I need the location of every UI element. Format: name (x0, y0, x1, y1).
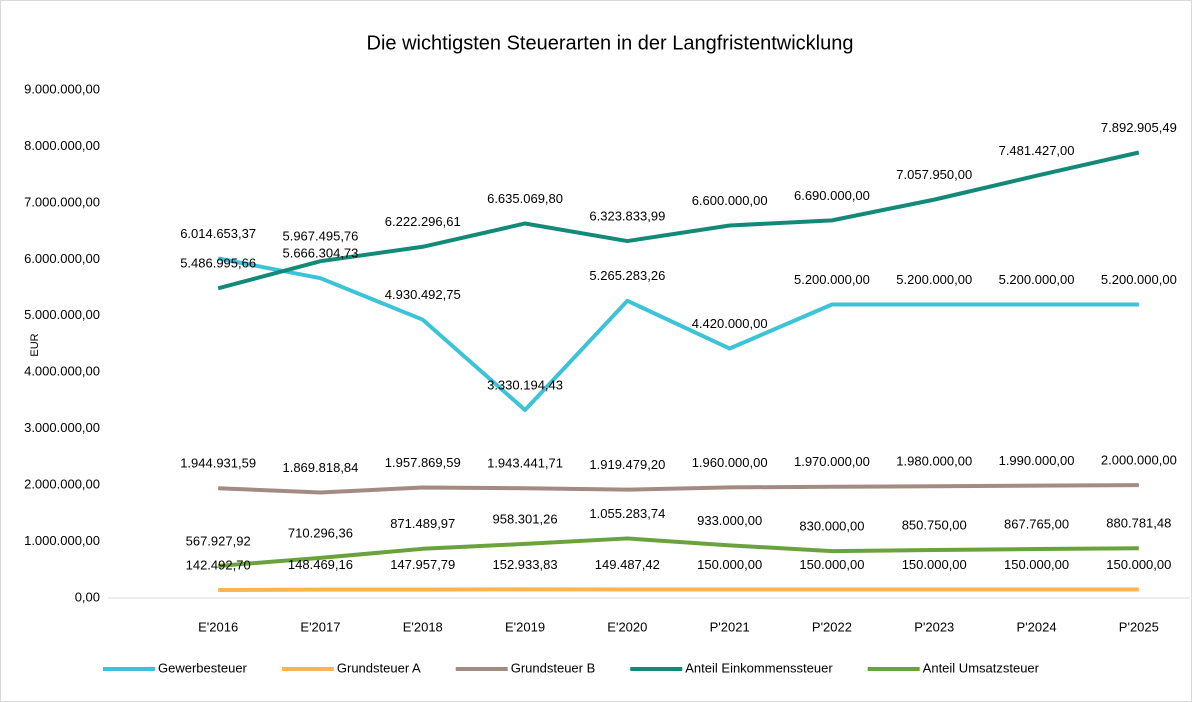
data-label: 5.200.000,00 (1101, 272, 1177, 287)
y-tick-label: 9.000.000,00 (24, 81, 100, 96)
y-tick-label: 4.000.000,00 (24, 364, 100, 379)
data-label: 152.933,83 (493, 557, 558, 572)
y-axis-label: EUR (29, 333, 41, 356)
data-label: 2.000.000,00 (1101, 453, 1177, 468)
data-label: 830.000,00 (799, 519, 864, 534)
data-label: 1.980.000,00 (896, 454, 972, 469)
data-label: 710.296,36 (288, 525, 353, 540)
x-tick-label: P'2025 (1119, 619, 1159, 634)
x-tick-label: E'2016 (198, 619, 238, 634)
data-label: 5.200.000,00 (999, 272, 1075, 287)
data-label: 7.892.905,49 (1101, 120, 1177, 135)
legend-label: Grundsteuer A (337, 660, 421, 675)
data-label: 1.944.931,59 (180, 456, 256, 471)
x-tick-label: E'2017 (300, 619, 340, 634)
data-label: 149.487,42 (595, 557, 660, 572)
data-label: 142.492,70 (186, 557, 251, 572)
data-label: 1.943.441,71 (487, 456, 563, 471)
x-tick-label: P'2024 (1017, 619, 1057, 634)
y-tick-label: 1.000.000,00 (24, 533, 100, 548)
data-label: 5.200.000,00 (794, 272, 870, 287)
y-tick-label: 0,00 (75, 589, 100, 604)
legend-label: Anteil Einkommenssteuer (685, 660, 833, 675)
legend-label: Anteil Umsatzsteuer (923, 660, 1040, 675)
data-label: 147.957,79 (390, 557, 455, 572)
data-label: 4.420.000,00 (692, 316, 768, 331)
x-tick-label: P'2022 (812, 619, 852, 634)
data-label: 6.635.069,80 (487, 191, 563, 206)
data-label: 1.055.283,74 (589, 506, 665, 521)
y-tick-label: 7.000.000,00 (24, 194, 100, 209)
x-tick-label: E'2018 (403, 619, 443, 634)
legend-label: Grundsteuer B (511, 660, 596, 675)
series-line (217, 536, 1139, 568)
legend-label: Gewerbesteuer (158, 660, 248, 675)
data-label: 6.600.000,00 (692, 193, 768, 208)
data-label: 3.330.194,43 (487, 377, 563, 392)
data-label: 148.469,16 (288, 557, 353, 572)
data-label: 1.869.818,84 (282, 460, 358, 475)
data-label: 7.057.950,00 (896, 167, 972, 182)
data-label: 880.781,48 (1106, 516, 1171, 531)
y-tick-label: 3.000.000,00 (24, 420, 100, 435)
series-line (217, 150, 1140, 291)
x-tick-label: E'2019 (505, 619, 545, 634)
data-label: 6.323.833,99 (589, 208, 665, 223)
data-label: 1.960.000,00 (692, 455, 768, 470)
data-label: 5.666.304,73 (282, 246, 358, 261)
data-label: 5.486.995,66 (180, 256, 256, 271)
data-label: 150.000,00 (1106, 557, 1171, 572)
x-tick-label: P'2023 (914, 619, 954, 634)
y-tick-label: 2.000.000,00 (24, 477, 100, 492)
data-label: 567.927,92 (186, 533, 251, 548)
data-label: 5.200.000,00 (896, 272, 972, 287)
data-label: 150.000,00 (799, 557, 864, 572)
series-line (217, 256, 1139, 413)
y-tick-label: 8.000.000,00 (24, 138, 100, 153)
chart-title: Die wichtigsten Steuerarten in der Langf… (367, 32, 854, 54)
data-label: 7.481.427,00 (999, 143, 1075, 158)
data-label: 1.990.000,00 (999, 453, 1075, 468)
data-label: 150.000,00 (1004, 557, 1069, 572)
data-label: 1.919.479,20 (589, 457, 665, 472)
data-label: 6.014.653,37 (180, 226, 256, 241)
data-label: 867.765,00 (1004, 516, 1069, 531)
series-line (218, 587, 1139, 592)
data-label: 6.222.296,61 (385, 214, 461, 229)
data-label: 1.957.869,59 (385, 455, 461, 470)
data-label: 958.301,26 (493, 511, 558, 526)
data-label: 850.750,00 (902, 517, 967, 532)
data-label: 6.690.000,00 (794, 188, 870, 203)
data-label: 150.000,00 (697, 557, 762, 572)
y-tick-label: 5.000.000,00 (24, 307, 100, 322)
x-tick-label: P'2021 (710, 619, 750, 634)
data-label: 1.970.000,00 (794, 454, 870, 469)
data-label: 150.000,00 (902, 557, 967, 572)
data-label: 871.489,97 (390, 516, 455, 531)
data-label: 5.967.495,76 (282, 229, 358, 244)
data-label: 4.930.492,75 (385, 287, 461, 302)
series-line (218, 483, 1139, 495)
data-label: 933.000,00 (697, 513, 762, 528)
data-label: 5.265.283,26 (589, 268, 665, 283)
y-tick-label: 6.000.000,00 (24, 251, 100, 266)
x-tick-label: E'2020 (607, 619, 647, 634)
